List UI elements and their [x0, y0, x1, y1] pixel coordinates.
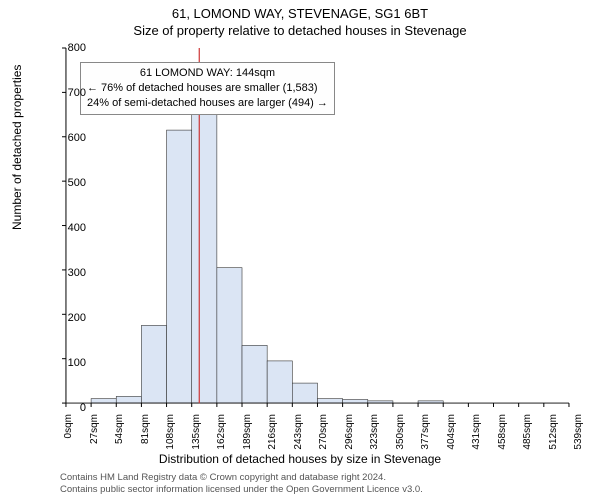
y-tick-label: 400 [46, 222, 86, 234]
legend-line1: 61 LOMOND WAY: 144sqm [87, 66, 328, 81]
title-main: 61, LOMOND WAY, STEVENAGE, SG1 6BT [0, 0, 600, 21]
y-tick-label: 700 [46, 87, 86, 99]
y-tick-label: 200 [46, 312, 86, 324]
x-tick-label: 216sqm [267, 414, 278, 450]
y-tick-label: 300 [46, 267, 86, 279]
footer: Contains HM Land Registry data © Crown c… [60, 472, 423, 496]
chart-area: 61 LOMOND WAY: 144sqm ← 76% of detached … [60, 48, 570, 408]
x-tick-label: 81sqm [140, 414, 151, 444]
legend-box: 61 LOMOND WAY: 144sqm ← 76% of detached … [80, 62, 335, 115]
x-tick-label: 350sqm [395, 414, 406, 450]
x-tick-label: 189sqm [242, 414, 253, 450]
y-tick-label: 100 [46, 357, 86, 369]
x-tick-label: 377sqm [420, 414, 431, 450]
x-tick-label: 27sqm [89, 414, 100, 444]
x-tick-label: 458sqm [497, 414, 508, 450]
x-tick-label: 512sqm [548, 414, 559, 450]
x-tick-label: 539sqm [573, 414, 584, 450]
x-tick-label: 485sqm [522, 414, 533, 450]
x-tick-label: 431sqm [471, 414, 482, 450]
footer-line1: Contains HM Land Registry data © Crown c… [60, 472, 423, 484]
legend-line2: ← 76% of detached houses are smaller (1,… [87, 81, 328, 96]
x-tick-label: 296sqm [344, 414, 355, 450]
x-tick-label: 135sqm [191, 414, 202, 450]
y-tick-label: 0 [46, 402, 86, 414]
x-tick-label: 54sqm [114, 414, 125, 444]
y-tick-label: 800 [46, 42, 86, 54]
x-tick-label: 108sqm [165, 414, 176, 450]
x-tick-label: 323sqm [369, 414, 380, 450]
y-axis-label: Number of detached properties [10, 65, 24, 230]
title-sub: Size of property relative to detached ho… [0, 21, 600, 38]
x-tick-label: 162sqm [216, 414, 227, 450]
footer-line2: Contains public sector information licen… [60, 484, 423, 496]
y-tick-label: 600 [46, 132, 86, 144]
legend-line3: 24% of semi-detached houses are larger (… [87, 96, 328, 111]
x-axis-label: Distribution of detached houses by size … [0, 452, 600, 466]
x-tick-label: 404sqm [446, 414, 457, 450]
y-tick-label: 500 [46, 177, 86, 189]
x-tick-label: 243sqm [293, 414, 304, 450]
x-tick-label: 0sqm [63, 414, 74, 438]
x-tick-label: 270sqm [318, 414, 329, 450]
